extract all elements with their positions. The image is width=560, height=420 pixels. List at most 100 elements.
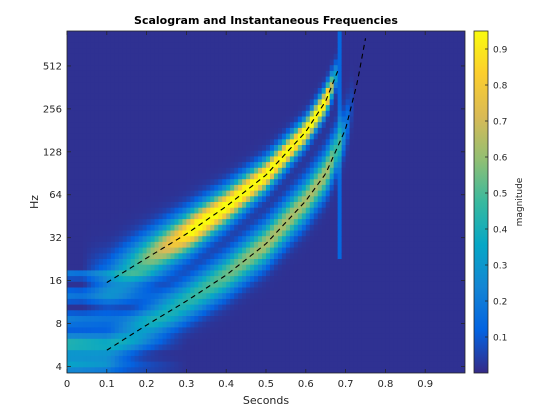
heatmap-cell [142, 361, 148, 368]
heatmap-cell [98, 207, 104, 214]
heatmap-cell [158, 287, 164, 294]
heatmap-cell [174, 304, 180, 311]
heatmap-cell [345, 184, 351, 192]
heatmap-cell [309, 76, 315, 83]
heatmap-cell [122, 230, 128, 237]
heatmap-cell [98, 173, 104, 180]
heatmap-cell [337, 150, 343, 157]
heatmap-cell [142, 70, 148, 78]
heatmap-cell [226, 196, 231, 203]
heatmap-cell [78, 99, 84, 106]
heatmap-cell [254, 230, 259, 237]
heatmap-cell [222, 76, 227, 83]
heatmap-cell [321, 48, 327, 55]
heatmap-cell [337, 145, 343, 152]
heatmap-cell [70, 202, 76, 209]
heatmap-cell [114, 76, 120, 83]
heatmap-cell [246, 219, 251, 226]
heatmap-cell [254, 310, 259, 317]
heatmap-cell [126, 133, 132, 140]
heatmap-cell [186, 99, 191, 106]
heatmap-cell [341, 42, 347, 49]
heatmap-cell [365, 219, 371, 226]
heatmap-cell [293, 236, 299, 243]
heatmap-cell [198, 36, 203, 43]
heatmap-cell [341, 82, 347, 89]
heatmap-cell [154, 48, 160, 55]
heatmap-cell [258, 344, 263, 351]
heatmap-cell [110, 150, 116, 157]
heatmap-cell [250, 42, 255, 49]
heatmap-cell [357, 236, 363, 243]
heatmap-cell [285, 65, 291, 72]
heatmap-cell [162, 298, 168, 306]
heatmap-cell [134, 88, 140, 95]
heatmap-cell [234, 264, 239, 271]
heatmap-cell [254, 116, 259, 123]
heatmap-cell [190, 105, 195, 112]
heatmap-cell [166, 70, 172, 78]
heatmap-cell [202, 31, 207, 38]
heatmap-cell [102, 270, 108, 277]
heatmap-cell [377, 110, 383, 118]
heatmap-cell [234, 253, 239, 260]
heatmap-cell [170, 213, 176, 220]
heatmap-cell [262, 88, 267, 95]
heatmap-cell [317, 241, 323, 249]
heatmap-cell [381, 287, 386, 294]
heatmap-cell [246, 70, 251, 78]
heatmap-cell [190, 316, 195, 323]
heatmap-cell [329, 48, 335, 55]
heatmap-cell [174, 150, 180, 157]
heatmap-cell [309, 207, 315, 214]
heatmap-cell [170, 202, 176, 209]
heatmap-cell [166, 202, 172, 209]
heatmap-cell [222, 122, 227, 129]
heatmap-cell [126, 316, 132, 323]
heatmap-cell [234, 367, 239, 373]
heatmap-cell [170, 281, 176, 289]
heatmap-cell [126, 298, 132, 306]
heatmap-cell [222, 287, 227, 294]
heatmap-cell [277, 281, 283, 289]
heatmap-cell [309, 48, 315, 55]
heatmap-cell [309, 304, 315, 311]
heatmap-cell [114, 127, 120, 135]
heatmap-cell [170, 247, 176, 254]
heatmap-cell [67, 139, 72, 146]
heatmap-cell [178, 236, 184, 243]
heatmap-cell [114, 156, 120, 163]
heatmap-cell [206, 42, 211, 49]
heatmap-cell [122, 42, 128, 49]
heatmap-cell [74, 344, 80, 351]
heatmap-cell [134, 293, 140, 300]
heatmap-cell [162, 139, 168, 146]
heatmap-cell [134, 173, 140, 180]
heatmap-cell [341, 293, 347, 300]
heatmap-cell [114, 167, 120, 175]
heatmap-cell [106, 116, 112, 123]
heatmap-cell [250, 53, 255, 61]
heatmap-cell [102, 150, 108, 157]
heatmap-cell [134, 236, 140, 243]
heatmap-cell [226, 127, 231, 135]
heatmap-cell [234, 219, 239, 226]
heatmap-cell [98, 316, 104, 323]
heatmap-cell [389, 42, 394, 49]
heatmap-cell [178, 247, 184, 254]
heatmap-cell [138, 344, 144, 351]
heatmap-cell [313, 241, 319, 249]
heatmap-cell [166, 82, 172, 89]
heatmap-cell [345, 127, 351, 135]
heatmap-cell [353, 355, 359, 363]
heatmap-cell [389, 327, 394, 334]
heatmap-cell [246, 93, 251, 100]
heatmap-cell [178, 70, 184, 78]
heatmap-cell [293, 99, 299, 106]
heatmap-cell [138, 236, 144, 243]
heatmap-cell [178, 259, 184, 266]
heatmap-cell [297, 99, 303, 106]
heatmap-cell [258, 304, 263, 311]
heatmap-cell [345, 230, 351, 237]
heatmap-cell [273, 150, 279, 157]
